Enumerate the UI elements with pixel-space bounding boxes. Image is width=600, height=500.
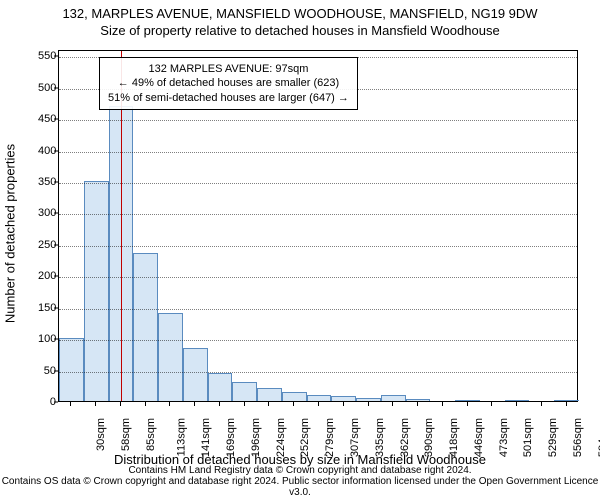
histogram-bar xyxy=(455,400,480,401)
ytick-mark xyxy=(54,119,58,120)
xtick-mark xyxy=(194,402,195,406)
histogram-bar xyxy=(307,395,332,401)
ytick-mark xyxy=(54,150,58,151)
gridline xyxy=(59,246,577,247)
chart-title-subtitle: Size of property relative to detached ho… xyxy=(0,23,600,38)
info-box-line3: 51% of semi-detached houses are larger (… xyxy=(108,91,349,105)
xtick-mark xyxy=(442,402,443,406)
ytick-mark xyxy=(54,87,58,88)
info-box: 132 MARPLES AVENUE: 97sqm ← 49% of detac… xyxy=(99,57,358,110)
gridline xyxy=(59,372,577,373)
xtick-label: 252sqm xyxy=(300,418,312,457)
histogram-bar xyxy=(232,382,257,401)
xtick-mark xyxy=(566,402,567,406)
xtick-label: 529sqm xyxy=(547,418,559,457)
histogram-bar xyxy=(158,313,183,401)
histogram-bar xyxy=(554,400,579,401)
histogram-bar xyxy=(406,399,431,401)
xtick-label: 58sqm xyxy=(120,418,132,451)
xtick-mark xyxy=(392,402,393,406)
histogram-bar xyxy=(282,392,307,401)
histogram-bar xyxy=(331,396,356,401)
ytick-mark xyxy=(54,276,58,277)
histogram-bar xyxy=(381,395,406,401)
info-box-line2: ← 49% of detached houses are smaller (62… xyxy=(108,76,349,90)
xtick-label: 556sqm xyxy=(572,418,584,457)
xtick-mark xyxy=(368,402,369,406)
ytick-mark xyxy=(54,307,58,308)
chart-title-block: 132, MARPLES AVENUE, MANSFIELD WOODHOUSE… xyxy=(0,0,600,38)
xtick-mark xyxy=(467,402,468,406)
gridline xyxy=(59,120,577,121)
xtick-label: 390sqm xyxy=(423,418,435,457)
histogram-bar xyxy=(505,400,530,401)
plot-area: 132 MARPLES AVENUE: 97sqm ← 49% of detac… xyxy=(58,50,578,402)
xtick-label: 446sqm xyxy=(473,418,485,457)
gridline xyxy=(59,152,577,153)
xtick-mark xyxy=(491,402,492,406)
footer-line2: Contains OS data © Crown copyright and d… xyxy=(0,476,600,498)
histogram-bar xyxy=(133,253,158,401)
histogram-bar xyxy=(59,338,84,401)
xtick-mark xyxy=(417,402,418,406)
xtick-mark xyxy=(219,402,220,406)
xtick-mark xyxy=(343,402,344,406)
xtick-label: 473sqm xyxy=(498,418,510,457)
histogram-bar xyxy=(183,348,208,401)
y-axis-label: Number of detached properties xyxy=(3,144,18,323)
gridline xyxy=(59,277,577,278)
ytick-mark xyxy=(54,402,58,403)
ytick-mark xyxy=(54,370,58,371)
xtick-mark xyxy=(70,402,71,406)
xtick-mark xyxy=(318,402,319,406)
xtick-label: 335sqm xyxy=(374,418,386,457)
xtick-label: 224sqm xyxy=(275,418,287,457)
histogram-bar xyxy=(257,388,282,401)
info-box-line1: 132 MARPLES AVENUE: 97sqm xyxy=(108,62,349,76)
xtick-label: 362sqm xyxy=(399,418,411,457)
xtick-mark xyxy=(268,402,269,406)
gridline xyxy=(59,340,577,341)
ytick-mark xyxy=(54,339,58,340)
xtick-label: 30sqm xyxy=(95,418,107,451)
ytick-mark xyxy=(54,244,58,245)
xtick-label: 279sqm xyxy=(324,418,336,457)
xtick-mark xyxy=(145,402,146,406)
xtick-mark xyxy=(244,402,245,406)
xtick-mark xyxy=(293,402,294,406)
histogram-bar xyxy=(356,398,381,401)
xtick-mark xyxy=(516,402,517,406)
xtick-label: 169sqm xyxy=(225,418,237,457)
gridline xyxy=(59,309,577,310)
histogram-bar xyxy=(208,373,233,401)
xtick-label: 141sqm xyxy=(201,418,213,457)
xtick-mark xyxy=(169,402,170,406)
xtick-label: 418sqm xyxy=(448,418,460,457)
xtick-label: 196sqm xyxy=(250,418,262,457)
xtick-mark xyxy=(95,402,96,406)
ytick-mark xyxy=(54,182,58,183)
xtick-label: 113sqm xyxy=(175,418,187,456)
ytick-mark xyxy=(54,56,58,57)
footer-line1: Contains HM Land Registry data © Crown c… xyxy=(0,465,600,476)
ytick-mark xyxy=(54,213,58,214)
chart-title-address: 132, MARPLES AVENUE, MANSFIELD WOODHOUSE… xyxy=(0,6,600,21)
xtick-mark xyxy=(120,402,121,406)
xtick-mark xyxy=(541,402,542,406)
gridline xyxy=(59,183,577,184)
xtick-label: 501sqm xyxy=(522,418,534,457)
gridline xyxy=(59,214,577,215)
xtick-label: 85sqm xyxy=(145,418,157,451)
xtick-label: 307sqm xyxy=(349,418,361,457)
footer: Contains HM Land Registry data © Crown c… xyxy=(0,465,600,498)
